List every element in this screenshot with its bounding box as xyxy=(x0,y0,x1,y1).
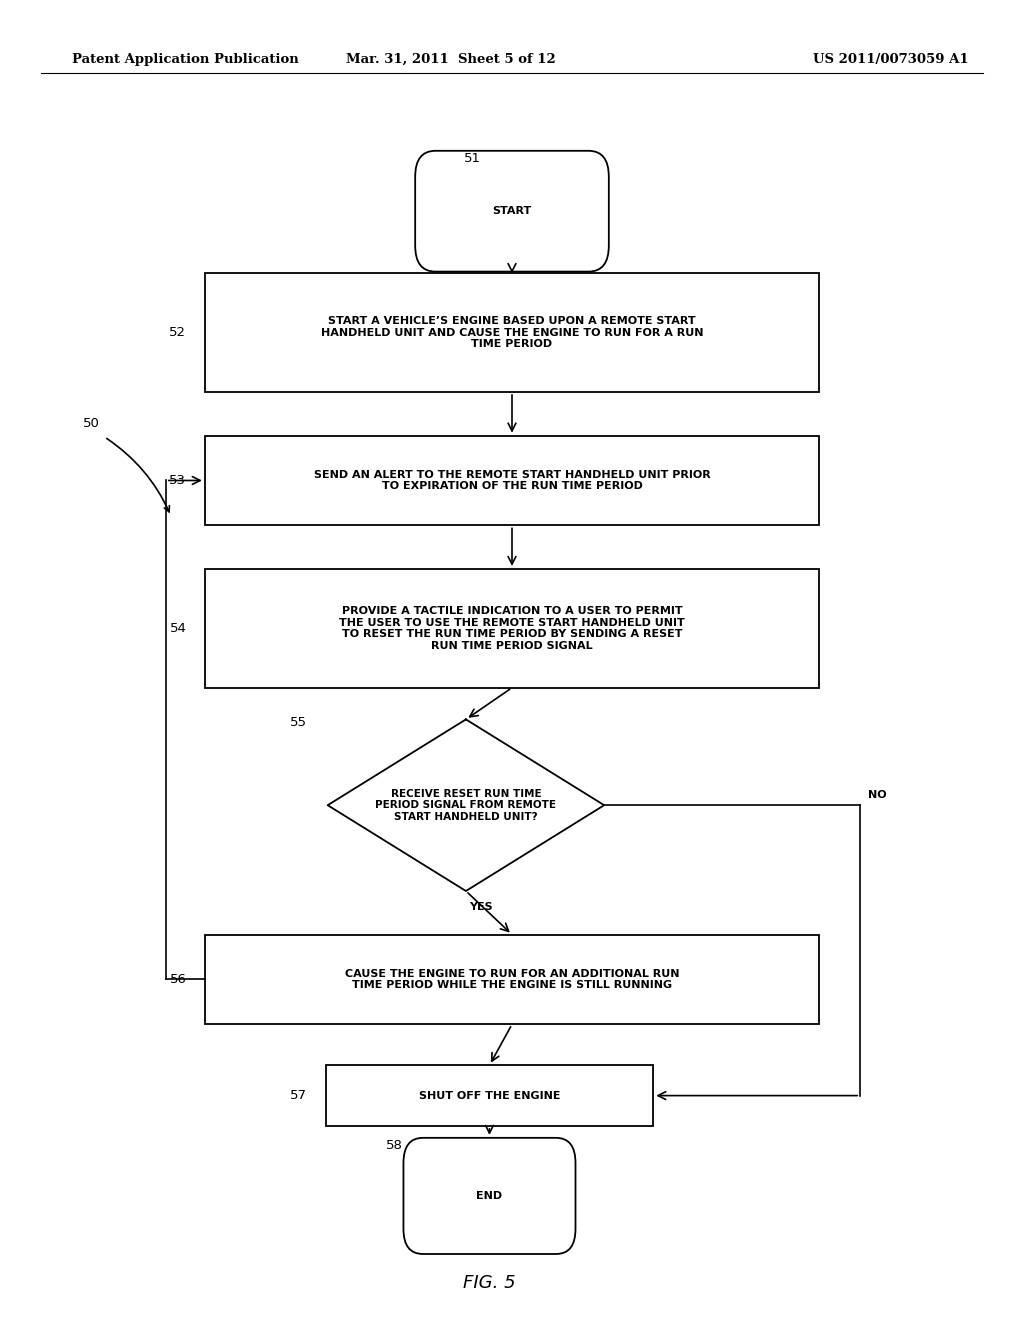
Text: 52: 52 xyxy=(169,326,186,339)
Text: PROVIDE A TACTILE INDICATION TO A USER TO PERMIT
THE USER TO USE THE REMOTE STAR: PROVIDE A TACTILE INDICATION TO A USER T… xyxy=(339,606,685,651)
Text: START: START xyxy=(493,206,531,216)
Bar xyxy=(205,569,819,688)
Text: 53: 53 xyxy=(169,474,186,487)
Text: NO: NO xyxy=(868,789,887,800)
Bar xyxy=(326,1065,653,1126)
FancyBboxPatch shape xyxy=(415,150,609,272)
Text: START A VEHICLE’S ENGINE BASED UPON A REMOTE START
HANDHELD UNIT AND CAUSE THE E: START A VEHICLE’S ENGINE BASED UPON A RE… xyxy=(321,315,703,350)
Bar xyxy=(205,436,819,525)
Text: CAUSE THE ENGINE TO RUN FOR AN ADDITIONAL RUN
TIME PERIOD WHILE THE ENGINE IS ST: CAUSE THE ENGINE TO RUN FOR AN ADDITIONA… xyxy=(345,969,679,990)
Text: 56: 56 xyxy=(170,973,186,986)
Text: Patent Application Publication: Patent Application Publication xyxy=(72,53,298,66)
Text: 58: 58 xyxy=(386,1139,402,1152)
Bar xyxy=(205,935,819,1024)
Text: Mar. 31, 2011  Sheet 5 of 12: Mar. 31, 2011 Sheet 5 of 12 xyxy=(346,53,555,66)
Text: 55: 55 xyxy=(290,715,307,729)
Text: 50: 50 xyxy=(83,417,99,430)
Bar xyxy=(205,273,819,392)
Text: SHUT OFF THE ENGINE: SHUT OFF THE ENGINE xyxy=(419,1090,560,1101)
Text: US 2011/0073059 A1: US 2011/0073059 A1 xyxy=(813,53,969,66)
Polygon shape xyxy=(328,719,604,891)
Text: FIG. 5: FIG. 5 xyxy=(463,1274,516,1292)
Text: 54: 54 xyxy=(170,622,186,635)
Text: SEND AN ALERT TO THE REMOTE START HANDHELD UNIT PRIOR
TO EXPIRATION OF THE RUN T: SEND AN ALERT TO THE REMOTE START HANDHE… xyxy=(313,470,711,491)
FancyBboxPatch shape xyxy=(403,1138,575,1254)
Text: END: END xyxy=(476,1191,503,1201)
Text: 51: 51 xyxy=(464,152,481,165)
Text: RECEIVE RESET RUN TIME
PERIOD SIGNAL FROM REMOTE
START HANDHELD UNIT?: RECEIVE RESET RUN TIME PERIOD SIGNAL FRO… xyxy=(376,788,556,822)
Text: YES: YES xyxy=(469,902,494,912)
Text: 57: 57 xyxy=(290,1089,307,1102)
